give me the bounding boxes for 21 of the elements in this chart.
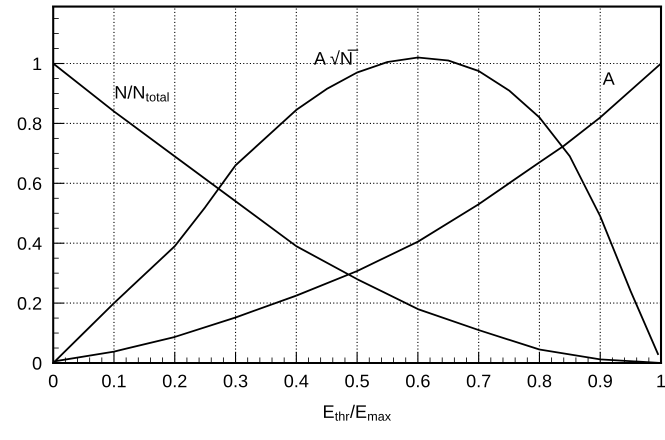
x-tick-label: 0.2 (162, 374, 186, 388)
x-tick-label: 0 (48, 374, 58, 388)
x-tick-label: 0.6 (406, 374, 430, 388)
series-label: N/N$_{total}$ (116, 85, 169, 102)
y-tick-label: 0 (32, 356, 42, 370)
x-tick-label: 0.8 (528, 374, 552, 388)
y-tick-label: 0.2 (18, 297, 42, 310)
x-axis-title: E$_{thr}$/E$_{max}$ (324, 404, 391, 421)
x-tick-label: 0.4 (284, 374, 308, 388)
x-tick-label: 1 (657, 374, 665, 388)
x-tick-label: 0.7 (466, 374, 490, 388)
series-label: A √N̅ (314, 50, 358, 65)
y-tick-label: 0.8 (18, 117, 42, 130)
x-tick-label: 0.5 (345, 374, 369, 388)
y-tick-label: 0.4 (18, 237, 42, 250)
series-label: A (602, 72, 615, 85)
x-tick-label: 0.1 (102, 374, 126, 388)
x-tick-label: 0.3 (224, 374, 248, 388)
y-tick-label: 1 (33, 58, 42, 70)
x-tick-label: 0.9 (588, 374, 612, 388)
y-tick-label: 0.6 (18, 177, 42, 190)
